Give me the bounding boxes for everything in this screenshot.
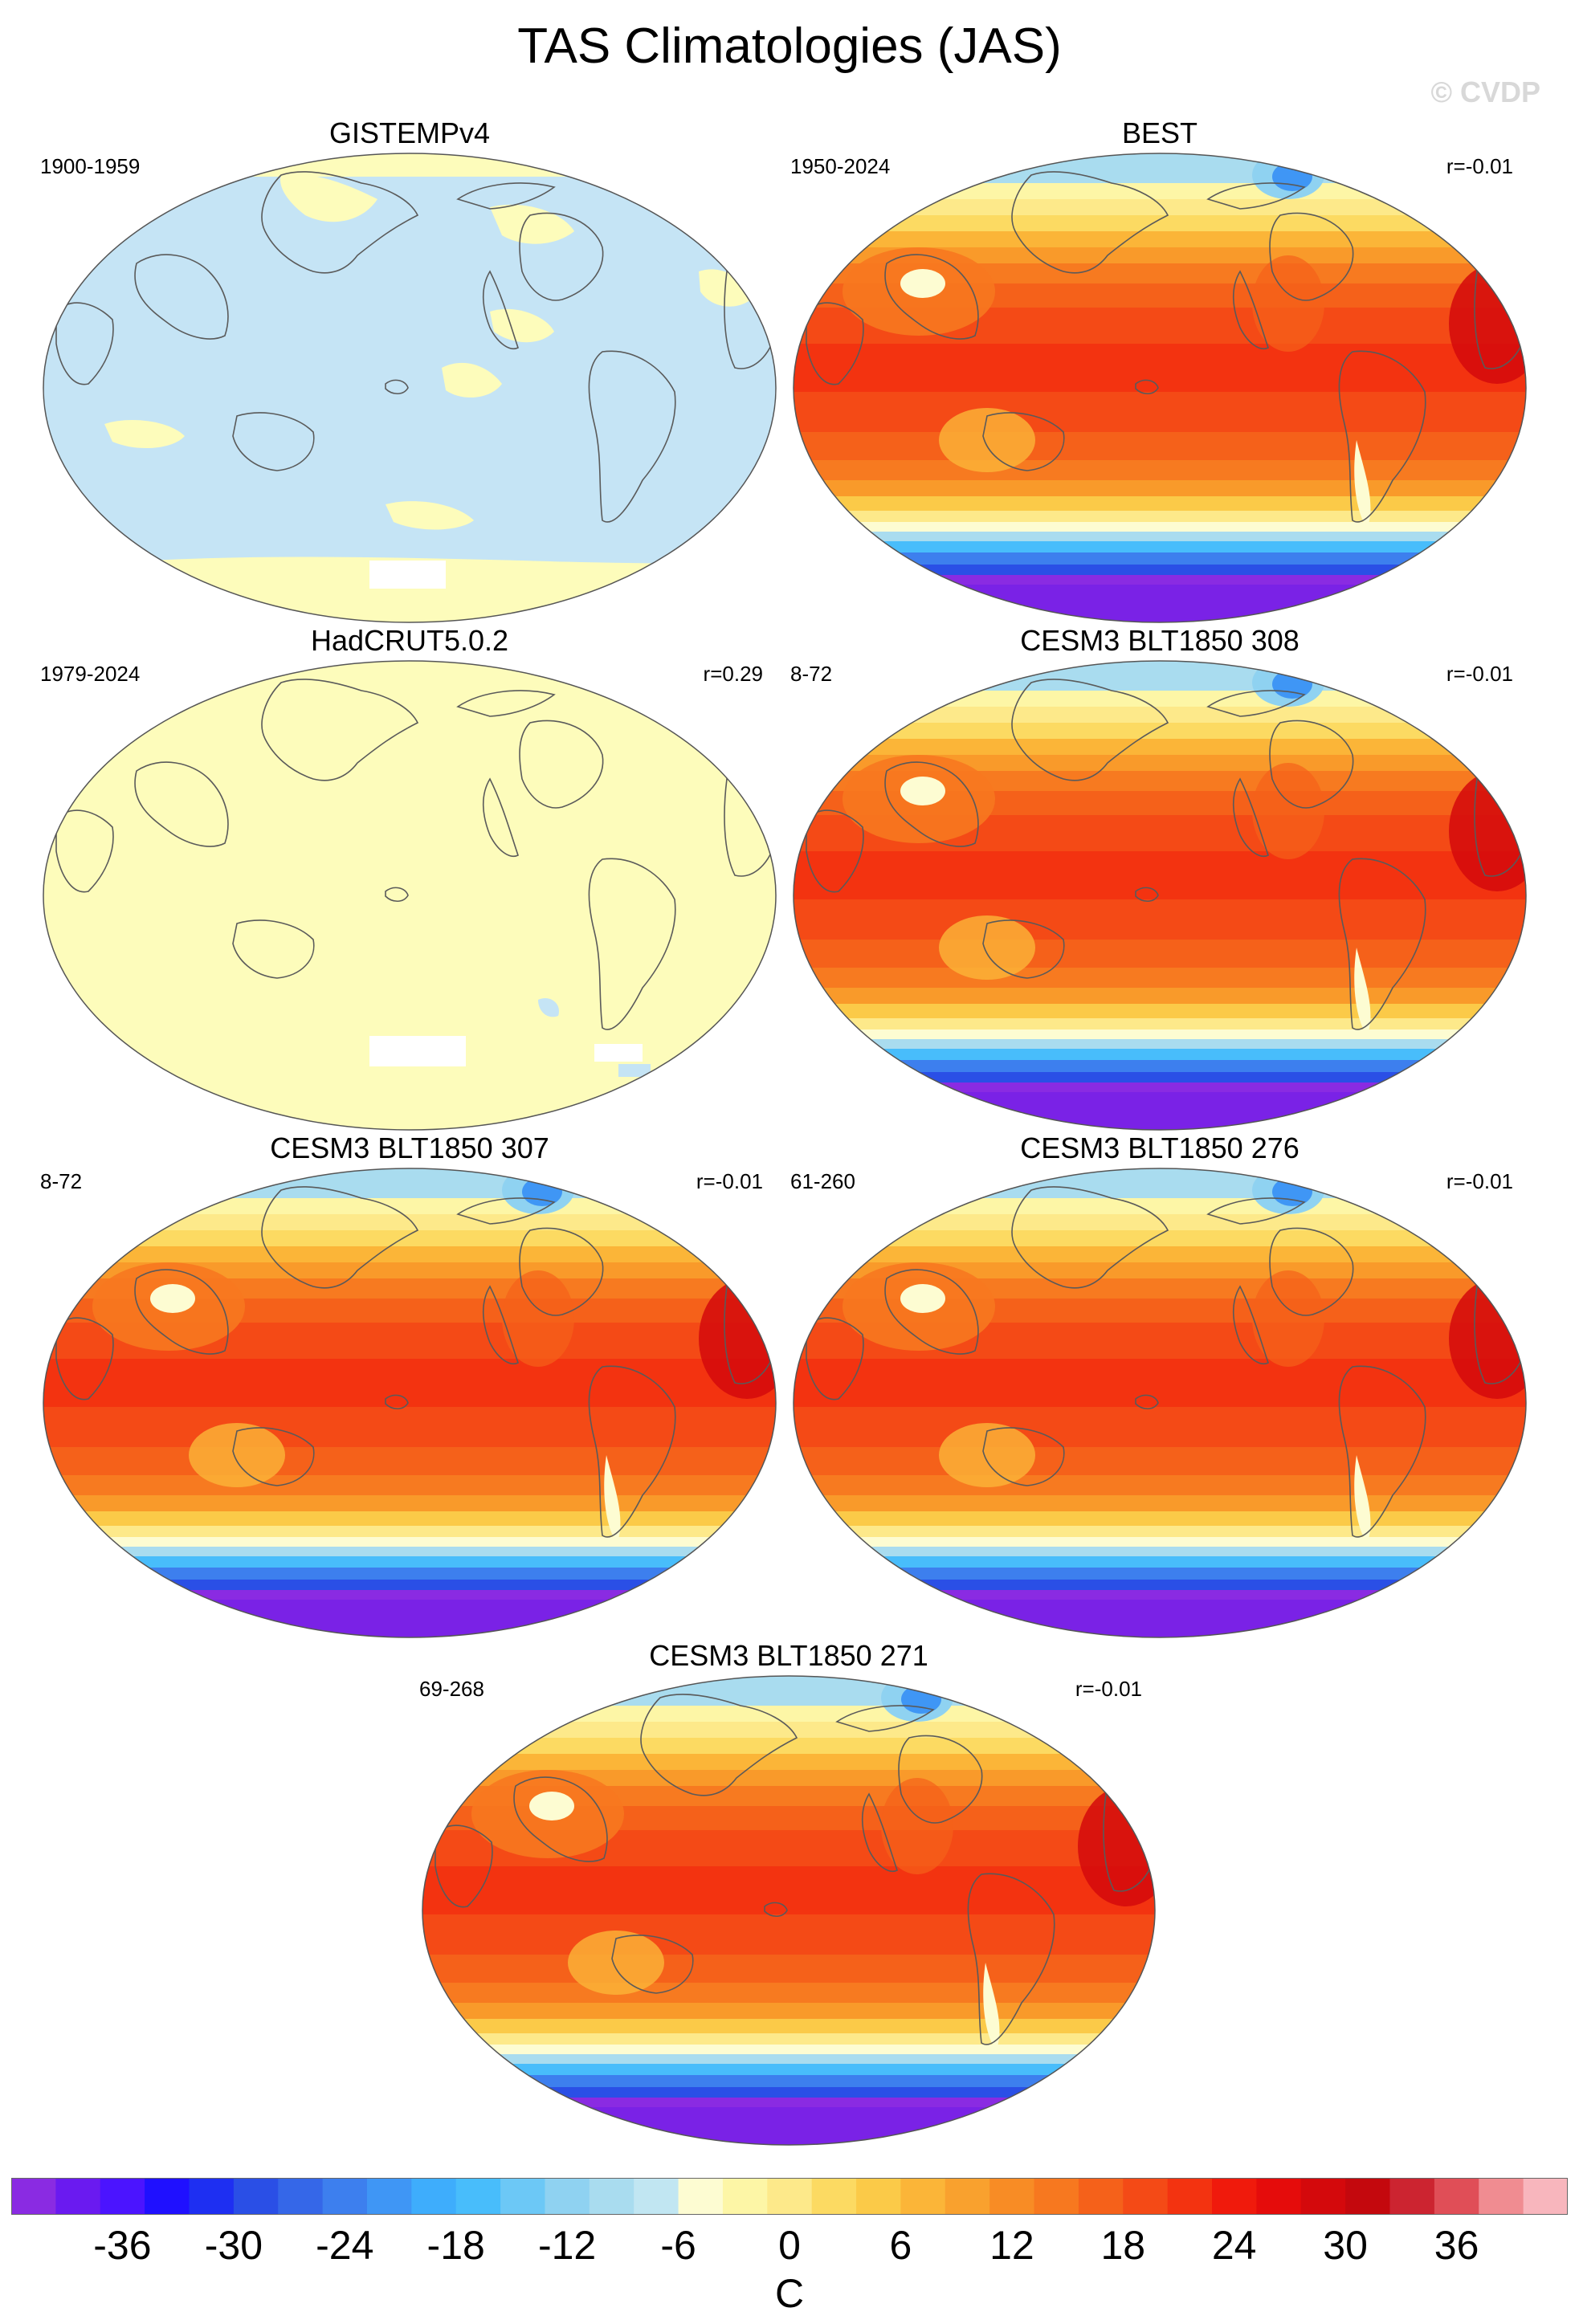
map-cesm3-308: [793, 660, 1527, 1131]
colorbar-tick-label: 12: [989, 2223, 1034, 2268]
colorbar-swatch: [366, 2178, 412, 2215]
panel-gistemp: GISTEMPv4 1900-1959: [40, 117, 779, 625]
panel-cesm3-307: CESM3 BLT1850 307 8-72 r=-0.01: [40, 1132, 779, 1640]
colorbar-swatch: [189, 2178, 235, 2215]
colorbar-swatch: [278, 2178, 324, 2215]
panel-period: 1900-1959: [40, 154, 141, 178]
map-hadcrut: [43, 660, 777, 1131]
panel-period: 1979-2024: [40, 662, 141, 686]
panel-period: 8-72: [790, 662, 833, 686]
panel-title: CESM3 BLT1850 276: [1020, 1131, 1300, 1164]
colorbar-swatch: [1078, 2178, 1124, 2215]
panel-title: BEST: [1121, 116, 1198, 149]
colorbar-tick-label: -18: [426, 2223, 485, 2268]
colorbar-swatch: [233, 2178, 279, 2215]
colorbar-swatch: [145, 2178, 190, 2215]
cvdp-watermark: © CVDP: [1430, 75, 1540, 108]
colorbar-swatch: [900, 2178, 946, 2215]
panel-title: CESM3 BLT1850 307: [270, 1131, 549, 1164]
colorbar-swatch: [1434, 2178, 1479, 2215]
colorbar-swatch: [767, 2178, 813, 2215]
colorbar-swatch: [1034, 2178, 1079, 2215]
colorbar-tick-label: 18: [1100, 2223, 1146, 2268]
colorbar-swatch: [411, 2178, 457, 2215]
colorbar-swatch: [500, 2178, 546, 2215]
colorbar-swatch: [55, 2178, 101, 2215]
colorbar-swatch: [1523, 2178, 1568, 2215]
colorbar-swatch: [1256, 2178, 1302, 2215]
colorbar-swatch: [989, 2178, 1035, 2215]
panel-cesm3-276: CESM3 BLT1850 276 61-260 r=-0.01: [790, 1132, 1529, 1640]
map-gistemp: [43, 153, 777, 623]
colorbar-swatch: [1345, 2178, 1391, 2215]
colorbar-tick-label: -6: [660, 2223, 696, 2268]
colorbar-tick-label: 36: [1434, 2223, 1479, 2268]
colorbar-tick-label: -36: [93, 2223, 152, 2268]
colorbar-swatch: [678, 2178, 724, 2215]
panel-cesm3-308: CESM3 BLT1850 308 8-72 r=-0.01: [790, 625, 1529, 1132]
panel-period: 69-268: [419, 1677, 484, 1701]
colorbar-tick-label: -24: [316, 2223, 374, 2268]
panel-period: 8-72: [40, 1169, 83, 1193]
colorbar-swatch: [1300, 2178, 1346, 2215]
panel-best: BEST 1950-2024 r=-0.01: [790, 117, 1529, 625]
panel-correlation: r=-0.01: [696, 1169, 763, 1193]
panel-period: 61-260: [790, 1169, 855, 1193]
panel-correlation: r=-0.01: [1446, 1169, 1513, 1193]
colorbar-swatch: [634, 2178, 679, 2215]
colorbar-tick-label: 6: [889, 2223, 912, 2268]
colorbar-swatch: [545, 2178, 590, 2215]
panel-correlation: r=-0.01: [1446, 662, 1513, 686]
figure-title: TAS Climatologies (JAS): [517, 18, 1062, 74]
colorbar-swatch: [322, 2178, 368, 2215]
colorbar-swatch: [945, 2178, 990, 2215]
panel-title: GISTEMPv4: [328, 116, 491, 149]
panel-hadcrut: HadCRUT5.0.2 1979-2024 r=0.29: [40, 625, 779, 1132]
colorbar-swatch: [1389, 2178, 1435, 2215]
panel-cesm3-271: CESM3 BLT1850 271 69-268 r=-0.01: [419, 1640, 1158, 2147]
colorbar-swatch: [811, 2178, 857, 2215]
colorbar-unit: C: [774, 2271, 805, 2316]
colorbar-swatch: [1212, 2178, 1257, 2215]
colorbar-swatch: [722, 2178, 768, 2215]
panel-title: CESM3 BLT1850 271: [649, 1639, 928, 1672]
colorbar-swatch: [589, 2178, 634, 2215]
map-best: [793, 153, 1527, 623]
panel-title: CESM3 BLT1850 308: [1020, 624, 1300, 657]
panel-correlation: r=-0.01: [1446, 154, 1513, 178]
colorbar-swatch: [455, 2178, 501, 2215]
colorbar-swatch: [100, 2178, 145, 2215]
panel-title: HadCRUT5.0.2: [310, 624, 509, 657]
panel-correlation: r=-0.01: [1075, 1677, 1142, 1701]
map-cesm3-276: [793, 1168, 1527, 1638]
colorbar-swatch: [856, 2178, 902, 2215]
map-cesm3-307: [43, 1168, 777, 1638]
colorbar: [11, 2178, 1568, 2215]
colorbar-swatch: [1479, 2178, 1524, 2215]
panel-period: 1950-2024: [790, 154, 891, 178]
colorbar-swatch: [11, 2178, 56, 2215]
colorbar-swatch: [1167, 2178, 1213, 2215]
colorbar-tick-label: 0: [778, 2223, 801, 2268]
colorbar-tick-label: -30: [204, 2223, 263, 2268]
panel-correlation: r=0.29: [703, 662, 763, 686]
colorbar-tick-label: 24: [1211, 2223, 1257, 2268]
colorbar-tick-label: 30: [1323, 2223, 1368, 2268]
colorbar-tick-label: -12: [537, 2223, 597, 2268]
map-cesm3-271: [422, 1675, 1156, 2146]
colorbar-swatch: [1123, 2178, 1169, 2215]
